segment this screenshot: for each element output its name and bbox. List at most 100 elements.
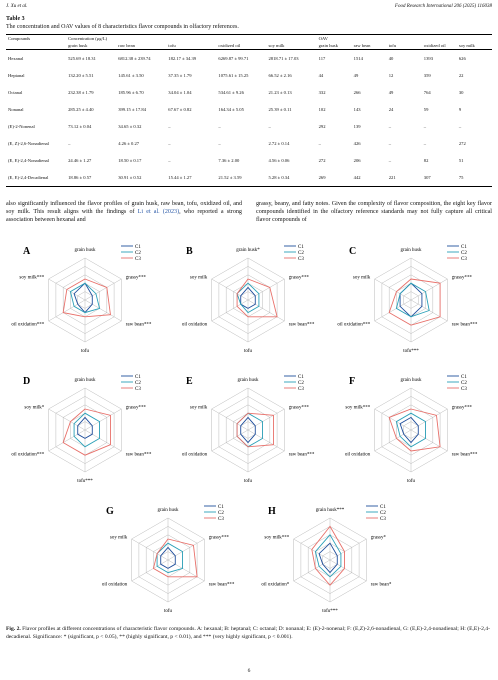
radar-spoke	[293, 559, 331, 582]
body-text: also significantly influenced the flavor…	[6, 201, 242, 215]
body-text: , who reported a strong association betw…	[6, 209, 242, 223]
column-header: tofu	[386, 42, 422, 50]
table-cell: 66.52 ± 2.16	[268, 73, 292, 78]
radar-series	[388, 408, 441, 452]
table-cell: –	[168, 124, 171, 129]
caption-label: Fig. 2.	[6, 626, 21, 632]
row-header: (E, E)-2,4-Decadienal	[6, 169, 67, 187]
column-header: soy milk	[266, 42, 317, 50]
table-cell: 44	[318, 73, 324, 78]
row-header: (E)-2-Nonenal	[8, 124, 35, 129]
legend-label: C2	[298, 251, 304, 256]
axis-label: tofu	[244, 349, 253, 354]
row-header: (E, E)-2,4-Nonadienal	[8, 158, 49, 163]
axis-label: oil oxidation	[345, 453, 371, 458]
radar-chart: grain husk grassy*** raw bean*** tofu*** oil…	[11, 375, 152, 484]
table-cell: 59	[423, 107, 429, 112]
axis-label: soy milk	[190, 406, 208, 411]
axis-label: grassy***	[289, 406, 310, 411]
table-cell: –	[388, 141, 392, 146]
legend-label: C3	[135, 387, 141, 392]
radar-chart: grain husk grassy*** raw bean*** tofu oil ox…	[11, 245, 152, 354]
table-cell: 426	[353, 141, 361, 146]
axis-label: tofu***	[77, 479, 93, 484]
running-head-right: Food Research International 206 (2025) 1…	[394, 4, 492, 9]
radar-chart: grain husk*** grassy* raw bean* tofu*** oil …	[261, 505, 392, 614]
axis-label: raw bean***	[452, 323, 478, 328]
table-cell: 117	[318, 56, 326, 61]
table-cell: 37.35 ± 1.79	[168, 73, 192, 78]
table-cell: 626	[458, 56, 466, 61]
axis-label: soy milk*	[24, 406, 44, 411]
radar-spoke	[211, 278, 249, 301]
radar-spoke	[211, 299, 249, 322]
table-cell: 49	[388, 90, 394, 95]
table-cell: 525.69 ± 18.31	[68, 56, 96, 61]
table-cell: 24	[388, 107, 394, 112]
radar-spoke	[167, 559, 205, 582]
table-caption: The concentration and OAV values of 8 ch…	[6, 24, 239, 30]
table-cell: 73.12 ± 0.04	[68, 124, 92, 129]
legend-label: C2	[135, 251, 141, 256]
table-cell: 4.56 ± 0.06	[268, 158, 290, 163]
radar-spoke	[48, 299, 86, 322]
table-cell: –	[218, 141, 221, 146]
table-row: (E, E)-2,4-Nonadienal 24.46 ± 1.27 18.50 ±…	[6, 152, 492, 169]
table-cell: –	[423, 124, 427, 129]
table-cell: –	[68, 141, 71, 146]
running-head-left: J. Xu et al.	[6, 4, 28, 9]
axis-label: raw bean***	[452, 453, 478, 458]
table-cell: 5.28 ± 0.34	[266, 169, 317, 187]
table-cell: 75	[456, 169, 492, 187]
table-row: (E, E)-2,4-Decadienal 18.86 ± 0.57 30.91 ±…	[6, 169, 492, 187]
axis-label: grain husk	[75, 248, 96, 253]
legend-label: C1	[461, 375, 467, 380]
table: Compounds Concentration (μg/L) OAV grain hu…	[6, 34, 492, 187]
table-cell: 182.17 ± 34.39	[168, 56, 197, 61]
column-header: oxidized oil	[216, 42, 267, 50]
table-cell: 221	[386, 169, 422, 187]
radar-series	[395, 412, 426, 448]
table-cell: 7.36 ± 2.00	[218, 158, 240, 163]
panel-label: B	[186, 246, 193, 257]
table-cell: 307	[421, 169, 457, 187]
axis-label: raw bean*	[371, 583, 392, 588]
table-row: Octanal 232.38 ± 1.79 185.96 ± 6.70 34.04 ±…	[6, 84, 492, 101]
table-cell: 21.23 ± 0.13	[268, 90, 292, 95]
radar-series	[311, 525, 345, 586]
radar-series	[395, 282, 430, 318]
table-cell: –	[458, 124, 462, 129]
table-cell: –	[168, 158, 171, 163]
axis-label: raw bean***	[209, 583, 235, 588]
axis-label: soy milk	[110, 536, 128, 541]
radar-spoke	[84, 429, 122, 452]
column-group-header: OAV	[316, 34, 492, 42]
radar-spoke	[374, 278, 412, 301]
table-row: Heptanal 132.20 ± 5.51 145.61 ± 3.50 37.35 …	[6, 67, 492, 84]
legend-label: C3	[380, 517, 386, 522]
table-cell: 30	[458, 90, 464, 95]
table-cell: 206	[353, 158, 361, 163]
table-cell: –	[168, 141, 171, 146]
legend-label: C3	[461, 257, 467, 262]
radar-series	[77, 416, 93, 439]
table-cell: 18.86 ± 0.57	[66, 169, 117, 187]
radar-series	[399, 416, 419, 444]
table-cell: 40	[388, 56, 394, 61]
table-cell: 442	[351, 169, 387, 187]
table-cell: 12	[388, 73, 394, 78]
table-cell: 34.04 ± 1.04	[168, 90, 192, 95]
table-cell: 399.15 ± 17.84	[118, 107, 146, 112]
table-cell: 185.96 ± 6.70	[118, 90, 144, 95]
radar-spoke	[410, 429, 448, 452]
row-header: Nonanal	[8, 107, 24, 112]
radar-spoke	[410, 408, 448, 431]
radar-series	[236, 412, 274, 448]
axis-label: raw bean***	[289, 323, 315, 328]
page-number: 6	[247, 668, 251, 674]
axis-label: tofu	[244, 479, 253, 484]
radar-series	[240, 286, 256, 309]
table-cell: 145.61 ± 3.50	[118, 73, 144, 78]
radar-spoke	[247, 278, 285, 301]
